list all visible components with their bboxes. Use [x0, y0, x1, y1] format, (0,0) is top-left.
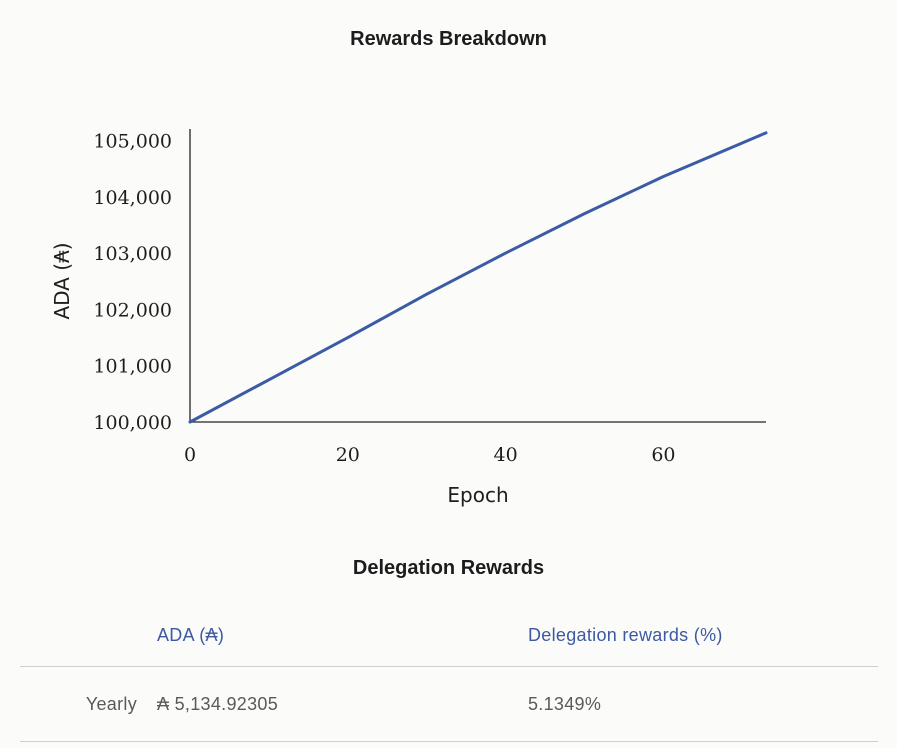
cell-yearly-percent: 5.1349% — [528, 666, 878, 742]
table-row: Yearly ₳ 5,134.92305 5.1349% — [20, 666, 878, 742]
header-ada: ADA (₳) — [157, 605, 528, 667]
y-axis-title: ADA (₳) — [50, 242, 74, 319]
y-tick-label: 102,000 — [93, 299, 172, 321]
x-tick-label: 40 — [494, 444, 518, 466]
cell-yearly-ada: ₳ 5,134.92305 — [157, 666, 528, 742]
x-axis-ticks: 0 20 40 60 — [184, 444, 676, 466]
table-header-row: ADA (₳) Delegation rewards (%) — [20, 605, 878, 667]
series-line — [188, 131, 768, 424]
header-delegation-rewards: Delegation rewards (%) — [528, 605, 878, 667]
chart-title: Rewards Breakdown — [350, 28, 547, 50]
header-empty-cell — [20, 605, 157, 667]
y-tick-label: 105,000 — [93, 130, 172, 152]
row-label-yearly: Yearly — [20, 666, 157, 742]
x-tick-label: 20 — [336, 444, 360, 466]
x-axis-title: Epoch — [447, 483, 508, 507]
rewards-line-chart: 100,000 101,000 102,000 103,000 104,000 105,0… — [50, 129, 768, 507]
y-tick-label: 104,000 — [93, 187, 172, 209]
delegation-rewards-table: ADA (₳) Delegation rewards (%) Yearly ₳ … — [20, 605, 878, 742]
y-tick-label: 101,000 — [93, 356, 172, 378]
y-axis-ticks: 100,000 101,000 102,000 103,000 104,000 105,0… — [93, 130, 172, 434]
y-tick-label: 103,000 — [93, 243, 172, 265]
table-title: Delegation Rewards — [352, 557, 545, 579]
x-tick-label: 60 — [651, 444, 675, 466]
y-tick-label: 100,000 — [93, 412, 172, 434]
x-tick-label: 0 — [184, 444, 196, 466]
